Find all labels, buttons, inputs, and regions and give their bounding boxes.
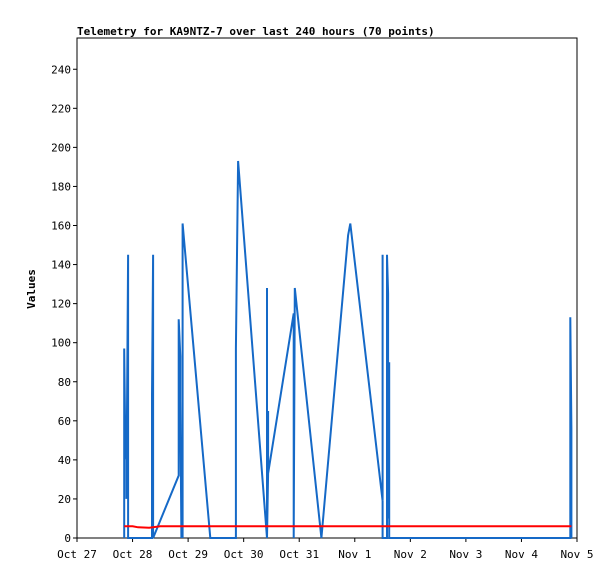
y-tick-label: 140	[51, 259, 71, 272]
x-tick-label: Oct 28	[113, 548, 153, 561]
x-axis-ticks: Oct 27 Oct 28 Oct 29 Oct 30 Oct 31 Nov 1 Nov 2…	[57, 538, 594, 561]
series-line-1	[123, 160, 573, 539]
x-tick-label: Oct 29	[168, 548, 208, 561]
y-axis-label: Values	[25, 269, 38, 309]
y-tick-label: 180	[51, 180, 71, 193]
y-tick-label: 80	[58, 376, 71, 389]
y-tick-label: 60	[58, 415, 71, 428]
y-tick-label: 0	[64, 532, 71, 545]
x-tick-label: Nov 3	[449, 548, 482, 561]
x-tick-label: Nov 1	[338, 548, 371, 561]
y-tick-label: 120	[51, 298, 71, 311]
y-tick-label: 100	[51, 337, 71, 350]
x-tick-label: Oct 27	[57, 548, 97, 561]
y-tick-label: 240	[51, 63, 71, 76]
x-tick-label: Nov 5	[560, 548, 593, 561]
y-axis-ticks: 0 20 40 60 80 100 120 140 160 180 200 220 240	[51, 63, 77, 545]
x-tick-label: Nov 4	[505, 548, 538, 561]
x-tick-label: Nov 2	[394, 548, 427, 561]
y-tick-label: 40	[58, 454, 71, 467]
series-layer	[123, 160, 573, 539]
x-tick-label: Oct 31	[279, 548, 319, 561]
y-tick-label: 200	[51, 141, 71, 154]
y-tick-label: 160	[51, 220, 71, 233]
series-line-2	[124, 525, 572, 529]
chart-title: Telemetry for KA9NTZ-7 over last 240 hou…	[77, 25, 435, 38]
y-tick-label: 220	[51, 102, 71, 115]
y-tick-label: 20	[58, 493, 71, 506]
x-tick-label: Oct 30	[224, 548, 264, 561]
plot-area	[76, 37, 578, 539]
